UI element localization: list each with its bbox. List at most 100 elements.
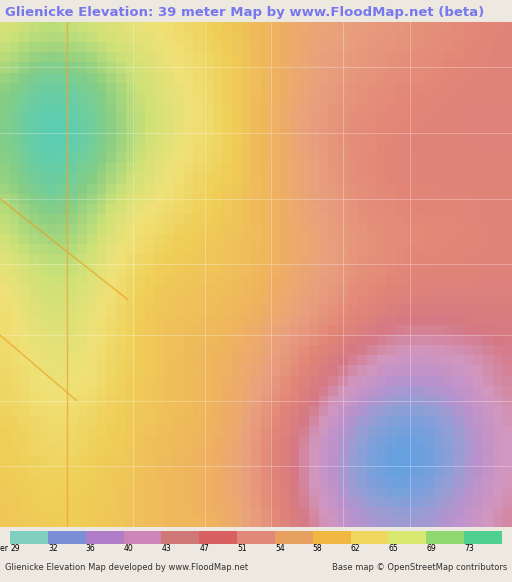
Bar [183,315,193,325]
Bar [435,254,444,264]
Bar [29,275,38,285]
Bar [290,224,300,234]
Bar [406,244,415,254]
Bar [338,446,348,456]
Bar [212,164,222,173]
Bar [164,214,174,224]
Bar [232,254,242,264]
Bar [222,294,232,305]
Bar [377,355,387,365]
Bar [174,164,183,173]
Bar [348,325,357,335]
Bar [261,325,270,335]
Bar [415,396,425,406]
Bar [435,375,444,386]
Bar [125,386,135,396]
Bar [38,355,48,365]
Bar [68,153,77,164]
Bar [203,52,212,62]
Bar [251,204,261,214]
Bar [444,436,454,446]
Bar [10,143,19,153]
Bar [222,406,232,416]
Bar [425,285,435,294]
Bar [493,446,502,456]
Bar [493,285,502,294]
Bar [145,355,155,365]
Bar [474,123,483,133]
Bar [174,194,183,204]
Bar [396,294,406,305]
Bar [300,73,309,83]
Bar [0,517,10,527]
Bar [396,355,406,365]
Bar [300,517,309,527]
Bar [483,507,493,517]
Bar [19,496,29,507]
Bar [502,345,512,355]
Bar [183,234,193,244]
Bar [174,22,183,32]
Bar [183,507,193,517]
Bar [87,416,97,426]
Bar [232,345,242,355]
Bar [97,386,106,396]
Bar [135,426,145,436]
Bar [483,183,493,194]
Bar [212,113,222,123]
Bar [300,204,309,214]
Bar [387,113,396,123]
Bar [435,305,444,315]
Bar [348,335,357,345]
Bar [493,93,502,103]
Bar [29,73,38,83]
Bar [396,234,406,244]
Bar [193,204,203,214]
Bar [351,531,388,544]
Bar [155,345,164,355]
Bar [193,345,203,355]
Bar [396,42,406,52]
Bar [290,375,300,386]
Bar [415,164,425,173]
Bar [387,254,396,264]
Bar [48,73,58,83]
Bar [29,113,38,123]
Bar [406,396,415,406]
Bar [502,406,512,416]
Bar [290,164,300,173]
Bar [348,183,357,194]
Bar [232,113,242,123]
Bar [174,466,183,477]
Bar [145,375,155,386]
Bar [435,32,444,42]
Bar [367,123,377,133]
Bar [242,113,251,123]
Bar [155,143,164,153]
Bar [338,456,348,466]
Bar [454,153,464,164]
Bar [357,396,367,406]
Bar [483,204,493,214]
Bar [10,305,19,315]
Bar [10,355,19,365]
Bar [135,42,145,52]
Bar [38,224,48,234]
Bar [203,22,212,32]
Bar [377,164,387,173]
Bar [348,93,357,103]
Bar [300,477,309,487]
Bar [10,113,19,123]
Bar [116,62,125,73]
Bar [242,496,251,507]
Bar [29,103,38,113]
Bar [502,365,512,375]
Bar [68,325,77,335]
Bar [348,123,357,133]
Bar [97,153,106,164]
Bar [97,52,106,62]
Bar [106,73,116,83]
Bar [309,113,319,123]
Bar [155,375,164,386]
Bar [203,194,212,204]
